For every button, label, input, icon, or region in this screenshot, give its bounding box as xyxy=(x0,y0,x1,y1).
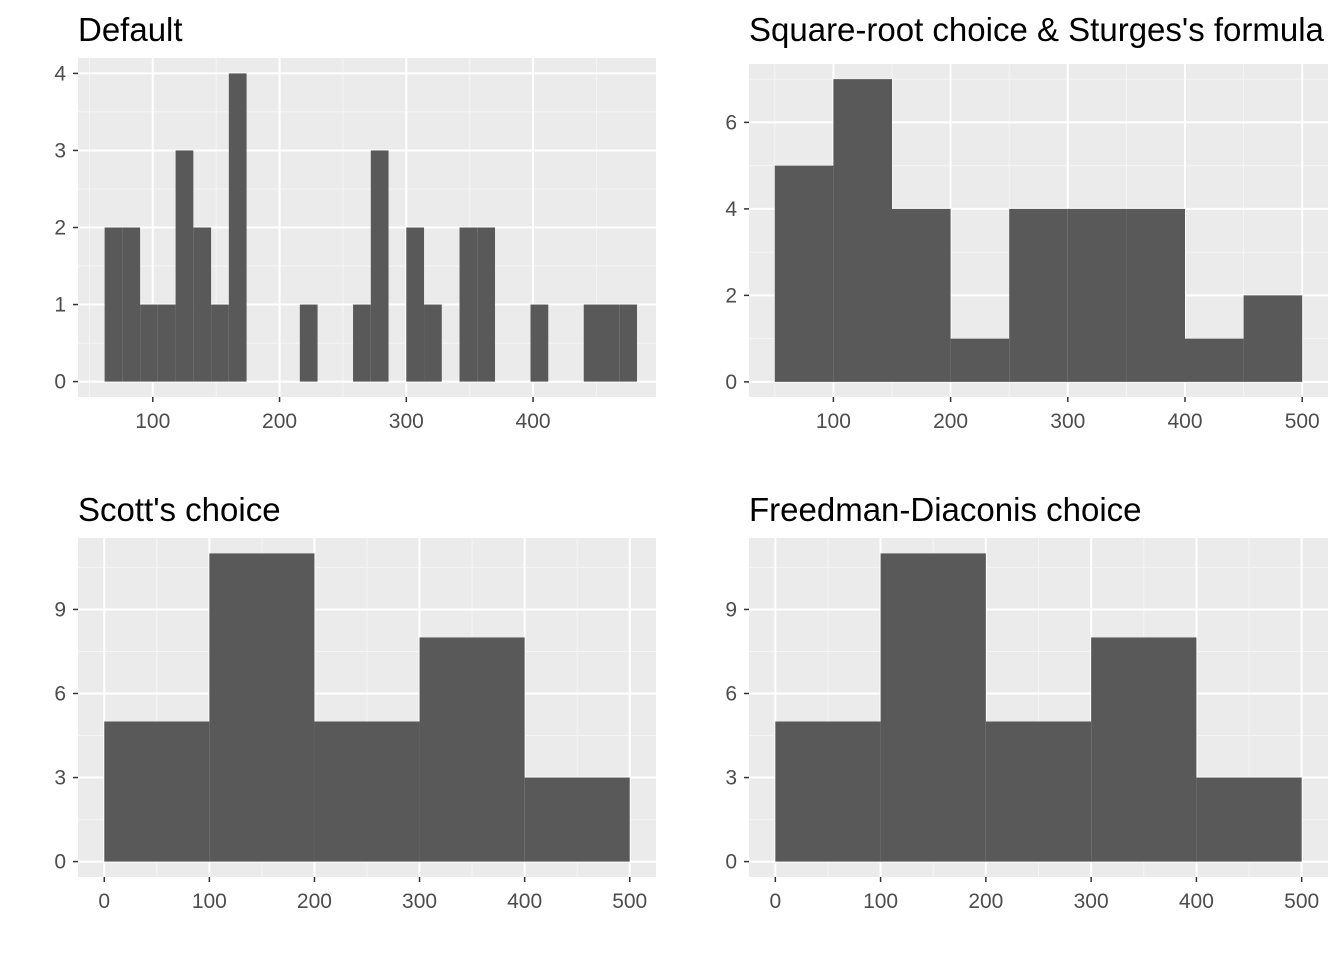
x-tick-label: 0 xyxy=(98,890,110,913)
histogram-bar xyxy=(775,721,881,862)
histogram-bar xyxy=(833,79,892,382)
x-tick-label: 200 xyxy=(968,890,1003,913)
histogram-bar xyxy=(353,304,371,382)
bars xyxy=(774,79,1303,382)
histogram-bar xyxy=(299,304,318,382)
x-tick-label: 500 xyxy=(612,890,647,913)
histogram-bar xyxy=(1196,777,1302,862)
x-tick-label: 200 xyxy=(933,410,968,433)
y-tick-label: 1 xyxy=(54,294,66,317)
x-tick-label: 500 xyxy=(1284,890,1319,913)
histogram-bar xyxy=(619,304,637,382)
x-tick-label: 400 xyxy=(516,410,551,433)
y-tick-label: 2 xyxy=(54,217,66,240)
x-tick-label: 400 xyxy=(507,890,542,913)
histogram-bar xyxy=(1067,208,1127,382)
x-tick-label: 300 xyxy=(1050,410,1085,433)
histogram-panel-2: 100 200 300 400 500 0 2 4 6 Square-root choice & … xyxy=(725,11,1328,433)
histogram-bar xyxy=(104,721,210,862)
histogram-bar xyxy=(950,338,1010,382)
histogram-bar xyxy=(228,73,247,382)
histogram-bar xyxy=(419,637,525,862)
histogram-bar xyxy=(880,553,986,862)
x-tick-label: 0 xyxy=(769,890,781,913)
bars xyxy=(775,553,1302,862)
histogram-bar xyxy=(140,304,158,382)
histogram-bar xyxy=(424,304,442,382)
bars xyxy=(104,553,630,862)
histogram-bar xyxy=(314,721,420,862)
y-tick-label: 3 xyxy=(54,139,66,162)
histogram-bar xyxy=(1009,208,1068,382)
y-tick-label: 6 xyxy=(725,682,737,705)
x-tick-label: 300 xyxy=(389,410,424,433)
y-tick-label: 0 xyxy=(725,851,737,874)
histogram-bar xyxy=(370,150,389,382)
y-tick-label: 2 xyxy=(725,284,737,307)
histogram-bar xyxy=(122,227,141,382)
histogram-bar xyxy=(209,553,315,862)
x-tick-label: 300 xyxy=(1074,890,1109,913)
x-tick-label: 300 xyxy=(402,890,437,913)
histogram-bar xyxy=(477,227,496,382)
panel-title: Scott's choice xyxy=(78,491,281,528)
histogram-bar xyxy=(157,304,176,382)
histogram-panel-3: 0 100 200 300 400 500 0 3 6 9 Scott's choice xyxy=(54,491,656,913)
y-tick-label: 4 xyxy=(725,198,737,221)
histogram-bar xyxy=(774,165,834,382)
histogram-bar xyxy=(891,208,951,382)
histogram-panel-4: 0 100 200 300 400 500 0 3 6 9 Freedman-Diaconis ch… xyxy=(725,491,1328,913)
x-tick-label: 200 xyxy=(262,410,297,433)
x-tick-label: 400 xyxy=(1179,890,1214,913)
y-tick-label: 4 xyxy=(54,62,66,85)
y-tick-label: 3 xyxy=(725,767,737,790)
x-tick-label: 100 xyxy=(192,890,227,913)
y-tick-label: 0 xyxy=(54,851,66,874)
y-tick-label: 3 xyxy=(54,767,66,790)
y-tick-label: 9 xyxy=(54,598,66,621)
histogram-bar xyxy=(530,304,549,382)
histogram-bar xyxy=(1126,208,1186,382)
y-tick-label: 0 xyxy=(54,371,66,394)
x-tick-label: 400 xyxy=(1167,410,1202,433)
panel-title: Freedman-Diaconis choice xyxy=(749,491,1142,528)
bars xyxy=(104,73,637,382)
histogram-bar xyxy=(406,227,425,382)
x-tick-label: 200 xyxy=(297,890,332,913)
histogram-bar xyxy=(1091,637,1197,862)
histogram-bar xyxy=(1243,295,1303,382)
histogram-bar xyxy=(104,227,123,382)
histogram-bar xyxy=(601,304,620,382)
x-tick-label: 100 xyxy=(135,410,170,433)
x-tick-label: 100 xyxy=(816,410,851,433)
x-tick-label: 100 xyxy=(863,890,898,913)
x-tick-label: 500 xyxy=(1285,410,1320,433)
histogram-bar xyxy=(1185,338,1244,382)
histogram-bar xyxy=(583,304,602,382)
y-tick-label: 6 xyxy=(725,111,737,134)
y-tick-label: 6 xyxy=(54,682,66,705)
histogram-bar xyxy=(524,777,630,862)
panel-title: Default xyxy=(78,11,183,48)
histogram-bar xyxy=(985,721,1092,862)
histogram-bar xyxy=(211,304,229,382)
histogram-bar xyxy=(459,227,478,382)
histogram-bar xyxy=(175,150,194,382)
panel-title: Square-root choice & Sturges's formula xyxy=(749,11,1325,48)
histogram-panel-1: 100 200 300 400 0 1 2 3 4 Default xyxy=(54,11,656,433)
y-tick-label: 9 xyxy=(725,598,737,621)
histogram-bar xyxy=(193,227,212,382)
y-tick-label: 0 xyxy=(725,371,737,394)
